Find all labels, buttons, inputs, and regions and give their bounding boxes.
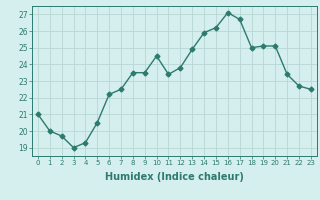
X-axis label: Humidex (Indice chaleur): Humidex (Indice chaleur)	[105, 172, 244, 182]
